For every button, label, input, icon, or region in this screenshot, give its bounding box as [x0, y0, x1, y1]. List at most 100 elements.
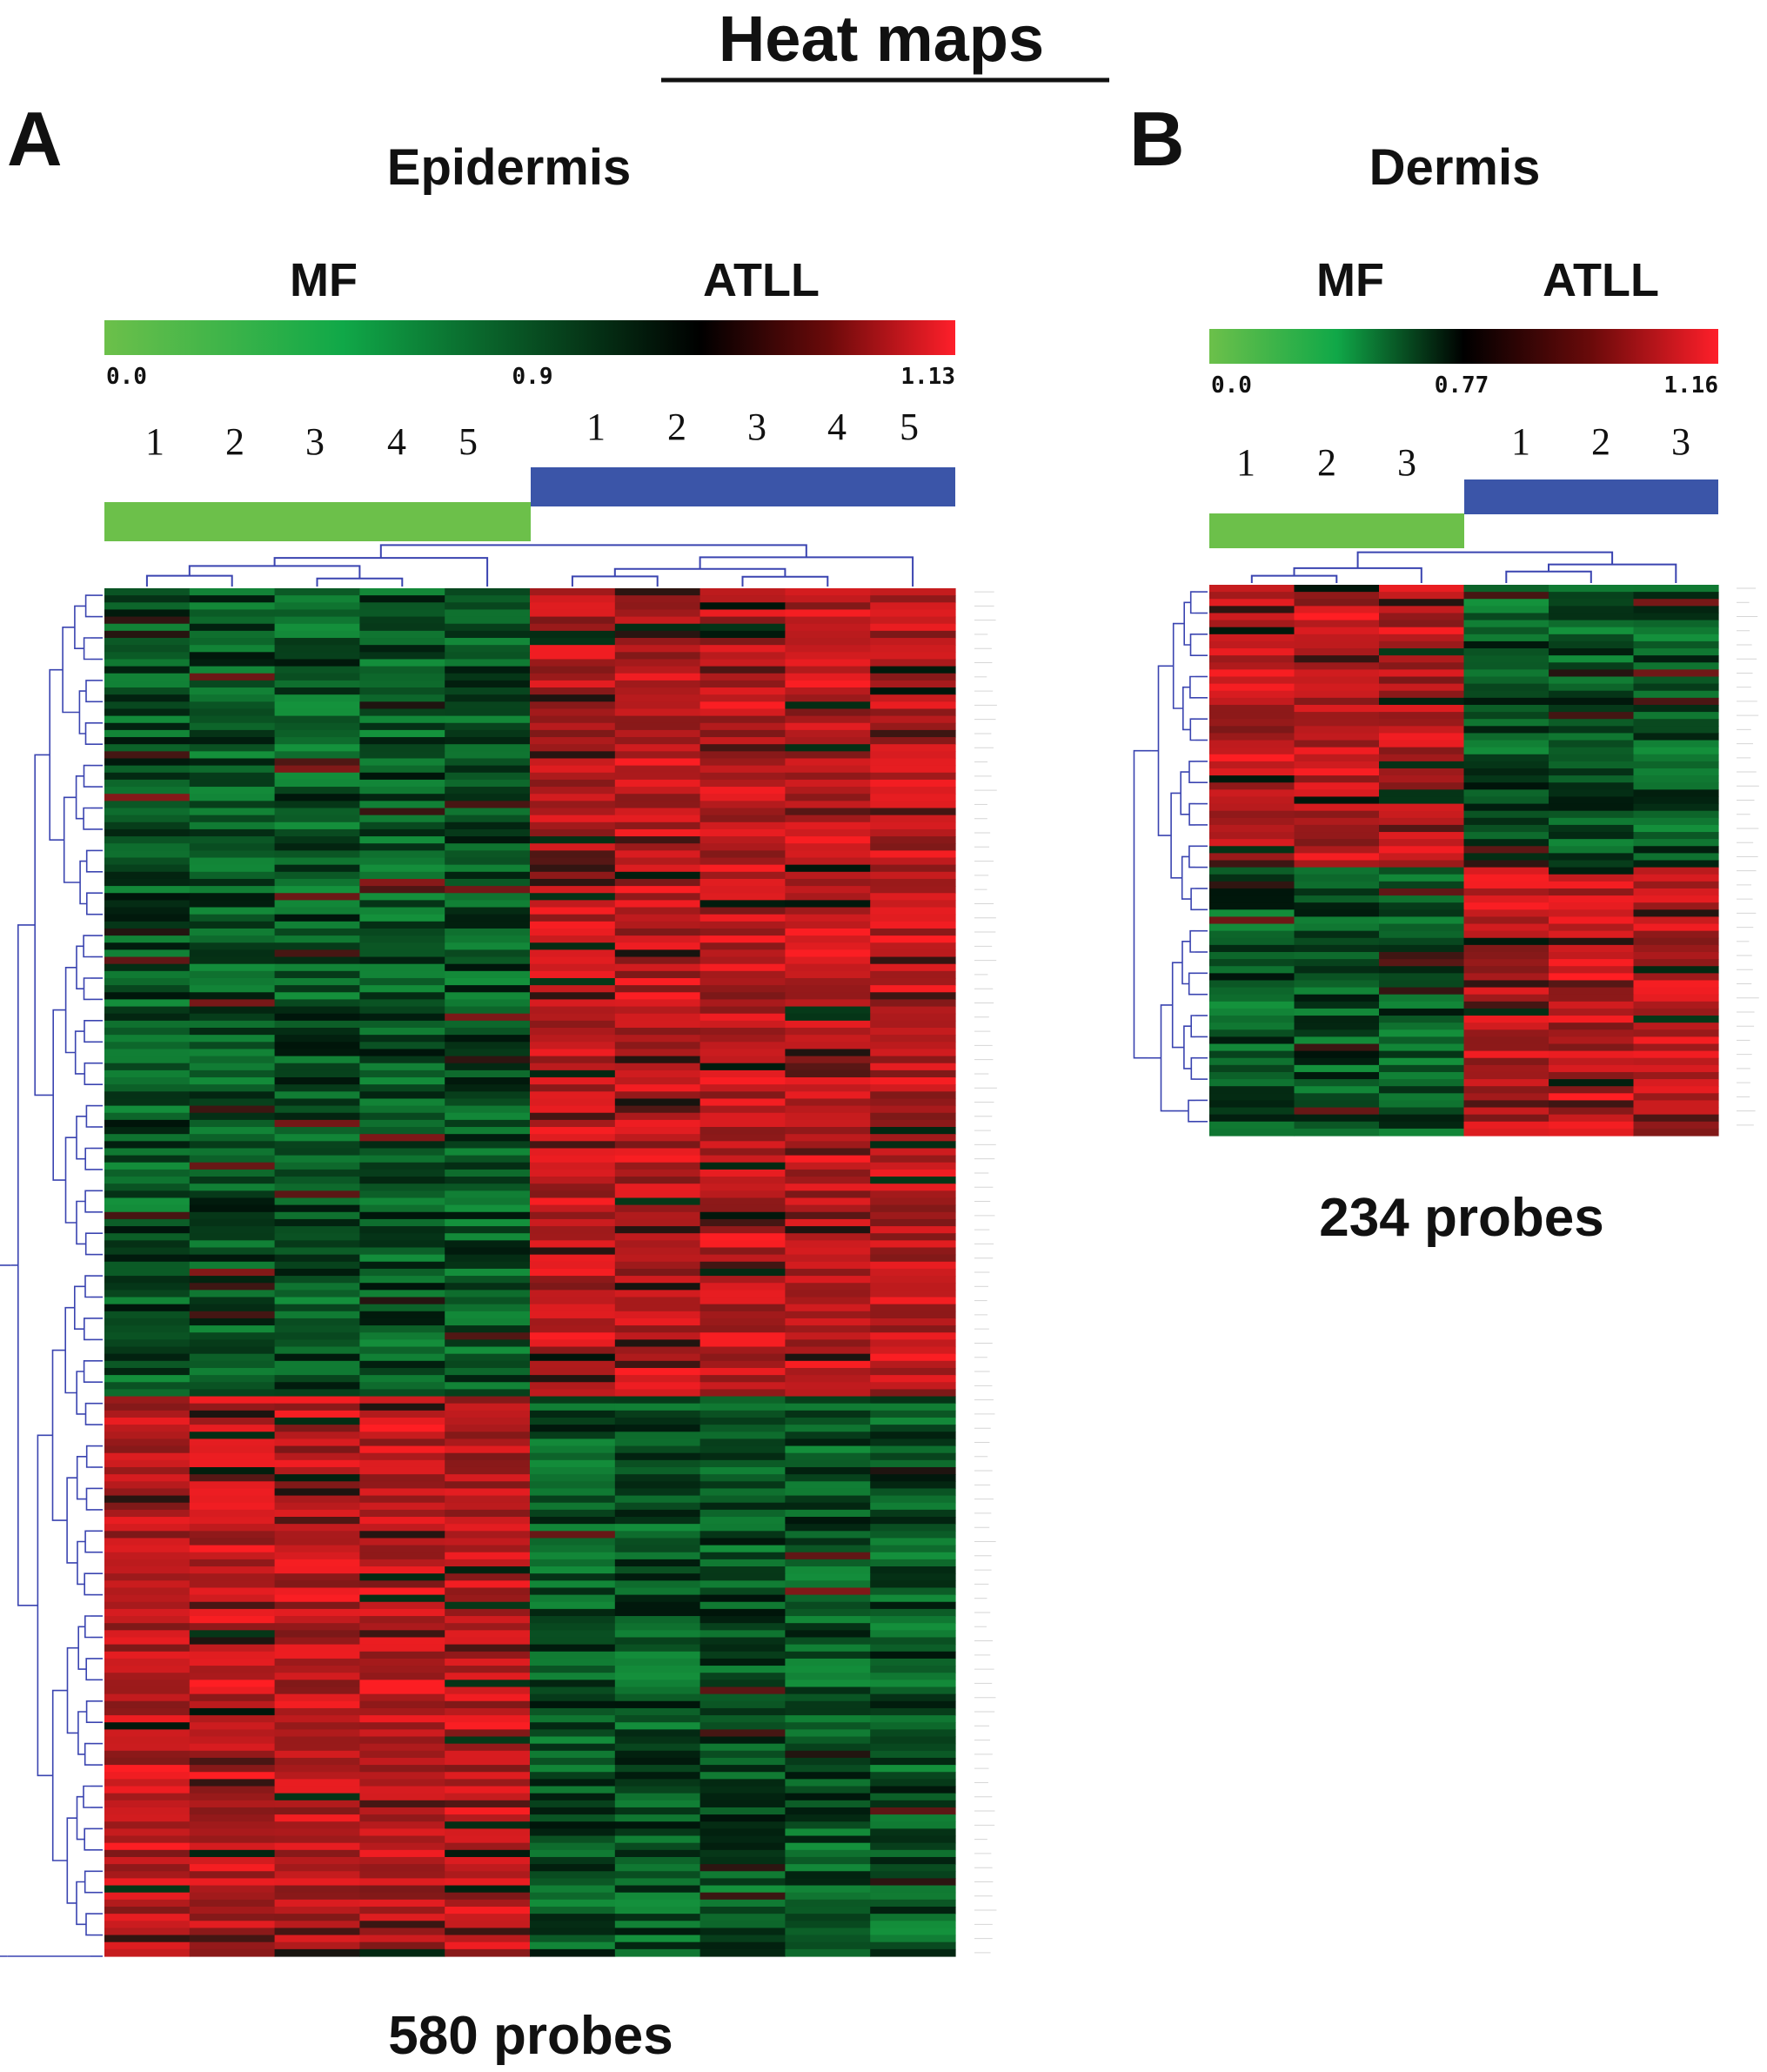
heatmap-cell	[699, 1190, 786, 1199]
heatmap-cell	[870, 1332, 956, 1340]
heatmap-cell	[189, 977, 276, 986]
dendrogram-branch	[1157, 665, 1174, 836]
dendrogram-branch	[84, 1615, 90, 1639]
heatmap-cell	[1209, 620, 1295, 628]
heatmap-cell	[1549, 980, 1635, 989]
heatmap-cell	[1463, 902, 1549, 910]
heatmap-cell	[1633, 966, 1719, 974]
heatmap-cell	[785, 701, 871, 710]
dendrogram-branch	[84, 1275, 90, 1298]
heatmap-cell	[104, 992, 191, 1001]
heatmap-cell	[189, 1948, 276, 1957]
heatmap-cell	[1633, 1128, 1719, 1137]
heatmap-cell	[1209, 994, 1295, 1002]
panel-b-color-scale	[1209, 329, 1718, 364]
heatmap-cell	[870, 1056, 956, 1064]
heatmap-cell	[359, 1580, 445, 1589]
heatmap-cell	[870, 1240, 956, 1249]
heatmap-cell	[1209, 1057, 1295, 1066]
heatmap-cell	[445, 1318, 531, 1326]
heatmap-cell	[274, 1459, 360, 1468]
heatmap-cell	[530, 1871, 616, 1880]
heatmap-cell	[274, 1941, 360, 1950]
heatmap-cell	[104, 1906, 191, 1914]
heatmap-cell	[614, 801, 701, 809]
heatmap-cell	[1463, 592, 1549, 600]
heatmap-cell	[1294, 923, 1380, 932]
heatmap-cell	[274, 1389, 360, 1398]
heatmap-cell	[870, 1630, 956, 1639]
heatmap-cell	[1549, 1121, 1635, 1130]
heatmap-cell	[530, 970, 616, 979]
heatmap-cell	[870, 886, 956, 894]
heatmap-cell	[104, 1623, 191, 1631]
heatmap-cell	[699, 1027, 786, 1036]
heatmap-cell	[274, 1134, 360, 1142]
heatmap-cell	[189, 843, 276, 851]
heatmap-cell	[785, 1283, 871, 1291]
heatmap-cell	[189, 1389, 276, 1398]
heatmap-cell	[530, 1828, 616, 1837]
heatmap-cell	[1633, 782, 1719, 790]
heatmap-cell	[1549, 973, 1635, 982]
heatmap-cell	[359, 1204, 445, 1213]
heatmap-cell	[274, 1644, 360, 1653]
heatmap-cell	[445, 1070, 531, 1078]
heatmap-cell	[445, 1006, 531, 1015]
heatmap-cell	[359, 1488, 445, 1497]
heatmap-cell	[870, 1417, 956, 1425]
heatmap-cell	[699, 1360, 786, 1369]
heatmap-cell	[530, 1211, 616, 1220]
heatmap-cell	[530, 992, 616, 1001]
heatmap-cell	[189, 1127, 276, 1135]
heatmap-cell	[359, 1502, 445, 1511]
heatmap-cell	[104, 666, 191, 674]
heatmap-cell	[614, 1169, 701, 1177]
heatmap-cell	[359, 1197, 445, 1206]
heatmap-cell	[870, 1864, 956, 1872]
heatmap-cell	[1294, 620, 1380, 628]
heatmap-cell	[870, 787, 956, 795]
heatmap-cell	[359, 1375, 445, 1383]
heatmap-cell	[785, 1502, 871, 1511]
heatmap-cell	[104, 1793, 191, 1801]
heatmap-cell	[530, 1304, 616, 1312]
heatmap-cell	[445, 1495, 531, 1504]
heatmap-cell	[1549, 937, 1635, 946]
heatmap-cell	[785, 977, 871, 986]
heatmap-cell	[445, 1403, 531, 1412]
heatmap-cell	[1549, 930, 1635, 939]
heatmap-cell	[1379, 973, 1465, 982]
heatmap-cell	[104, 1928, 191, 1936]
heatmap-cell	[1463, 655, 1549, 663]
heatmap-cell	[785, 1693, 871, 1702]
heatmap-cell	[785, 1098, 871, 1107]
heatmap-cell	[445, 1148, 531, 1157]
dendrogram-branch	[84, 1572, 90, 1596]
dendrogram-branch	[613, 567, 786, 577]
heatmap-cell	[530, 999, 616, 1008]
heatmap-cell	[614, 900, 701, 909]
heatmap-cell	[189, 1162, 276, 1170]
heatmap-cell	[359, 1063, 445, 1071]
heatmap-cell	[1379, 1128, 1465, 1137]
heatmap-cell	[614, 1360, 701, 1369]
heatmap-cell	[530, 1346, 616, 1355]
heatmap-cell	[785, 893, 871, 901]
heatmap-cell	[699, 737, 786, 745]
heatmap-cell	[785, 1240, 871, 1249]
heatmap-cell	[274, 1297, 360, 1305]
heatmap-cell	[614, 687, 701, 695]
heatmap-cell	[1209, 655, 1295, 663]
heatmap-cell	[104, 1268, 191, 1277]
heatmap-cell	[1294, 1114, 1380, 1123]
heatmap-cell	[530, 1495, 616, 1504]
heatmap-cell	[530, 1204, 616, 1213]
heatmap-cell	[870, 1779, 956, 1787]
heatmap-cell	[274, 609, 360, 618]
heatmap-cell	[699, 1155, 786, 1163]
heatmap-cell	[359, 1332, 445, 1340]
heatmap-cell	[530, 1375, 616, 1383]
heatmap-cell	[699, 1268, 786, 1277]
heatmap-cell	[274, 1686, 360, 1695]
